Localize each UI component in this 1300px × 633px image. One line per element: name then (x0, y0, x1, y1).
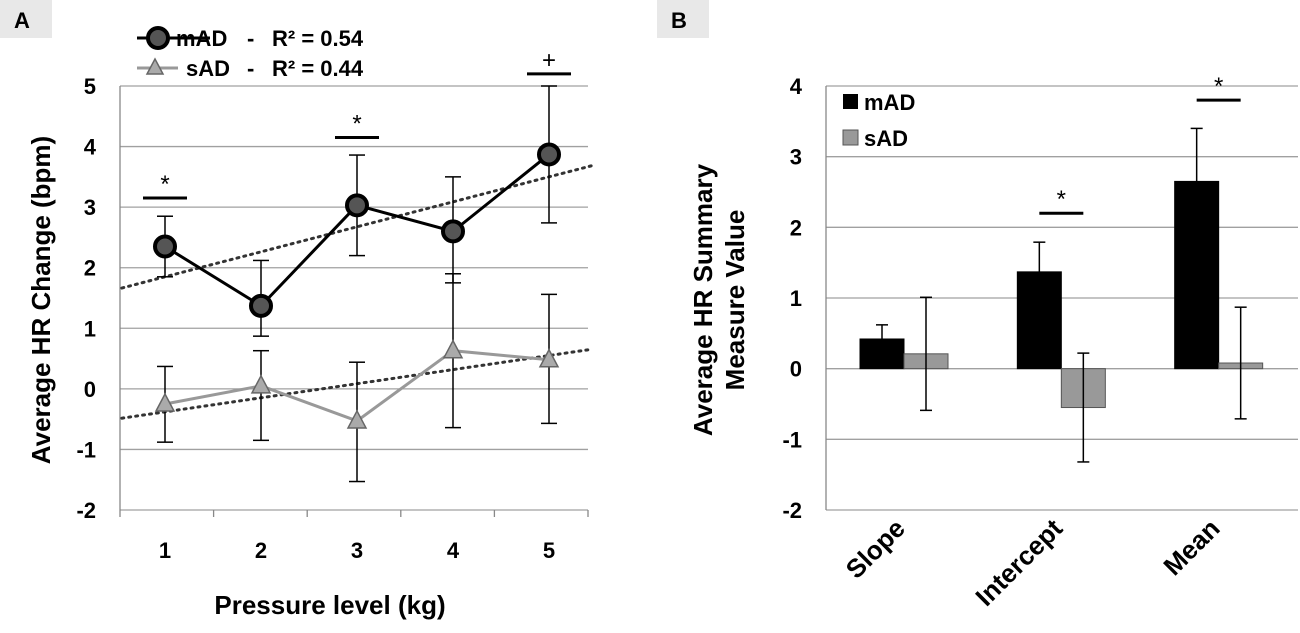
panel-a-y-tick-label: 5 (84, 74, 96, 99)
panel-a-series (153, 85, 561, 483)
panel-a-y-ticks: -2 -1 0 1 2 3 4 5 (76, 74, 96, 523)
panel-b-x-tick-label: Mean (1157, 513, 1225, 581)
significance-label: + (542, 47, 556, 74)
panel-b-y-tick-label: -1 (782, 427, 802, 452)
legend-mad-name: mAD (176, 26, 227, 51)
panel-a-x-tick-label: 3 (351, 538, 363, 563)
panel-b-y-tick-label: -2 (782, 498, 802, 523)
panel-b-y-tick-label: 1 (790, 286, 802, 311)
point-sAD (538, 348, 560, 368)
panel-b-y-ticks: -2 -1 0 1 2 3 4 (782, 74, 802, 523)
panel-a-y-tick-label: 3 (84, 195, 96, 220)
panel-b-label: B (671, 8, 687, 33)
legend-sad-marker (145, 57, 165, 75)
panel-a-y-tick-label: -1 (76, 437, 96, 462)
point-sAD (346, 409, 368, 429)
legend-mad-marker (146, 26, 170, 50)
point-mAD (537, 142, 561, 167)
panel-b-legend: mAD sAD (842, 90, 915, 151)
panel-b-y-axis-title-line2: Measure Value (720, 210, 750, 391)
panel-a-gridlines (119, 85, 589, 517)
panel-a-y-tick-label: 2 (84, 256, 96, 281)
panel-a-significance: * * + (143, 47, 571, 200)
panel-a-y-tick-label: 4 (84, 135, 97, 160)
panel-a-y-tick-label: 0 (84, 377, 96, 402)
legend-b-mad-name: mAD (864, 90, 915, 115)
point-mAD (153, 234, 177, 259)
panel-a-label: A (14, 8, 30, 33)
panel-a-y-tick-label: -2 (76, 498, 96, 523)
panel-a-label-box (0, 0, 52, 38)
legend-b-mad-swatch (843, 94, 858, 109)
panel-b-y-tick-label: 3 (790, 145, 802, 170)
legend-mad-dash: - (247, 26, 254, 51)
legend-sad-r2: R² = 0.44 (272, 56, 364, 81)
significance-label: * (1057, 186, 1066, 213)
panel-b-bars (859, 127, 1264, 463)
panel-b-y-tick-label: 2 (790, 215, 802, 240)
point-sAD (250, 374, 272, 394)
point-sAD (442, 339, 464, 359)
panel-b-x-tick-label: Slope (840, 513, 911, 584)
panel-a-x-tick-label: 5 (543, 538, 555, 563)
panel-a: A -2 -1 0 1 2 3 4 5 1 2 3 4 5 * * + Pressure level (k… (0, 0, 594, 620)
point-mAD (345, 193, 369, 218)
panel-b-y-axis-title: Average HR Summary Measure Value (688, 163, 750, 436)
trendline-mAD (120, 164, 594, 290)
point-mAD (249, 293, 273, 318)
panel-a-x-ticks: 1 2 3 4 5 (159, 538, 555, 563)
panel-a-x-tick-label: 4 (447, 538, 460, 563)
significance-label: * (352, 110, 361, 137)
panel-a-legend: mAD - R² = 0.54 sAD - R² = 0.44 (137, 26, 364, 81)
panel-b-y-tick-label: 4 (790, 74, 803, 99)
panel-a-x-tick-label: 1 (159, 538, 171, 563)
panel-a-y-tick-label: 1 (84, 316, 96, 341)
point-mAD (441, 219, 465, 244)
panel-b-significance: ** (1039, 73, 1241, 215)
significance-label: * (160, 171, 169, 198)
legend-b-sad-swatch (842, 129, 859, 146)
point-sAD (154, 392, 176, 412)
panel-a-x-tick-label: 2 (255, 538, 267, 563)
panel-a-x-axis-title: Pressure level (kg) (214, 590, 445, 620)
panel-b-y-tick-label: 0 (790, 357, 802, 382)
legend-sad-dash: - (247, 56, 254, 81)
legend-mad-r2: R² = 0.54 (272, 26, 364, 51)
panel-b-x-ticks: Slope Intercept Mean (840, 513, 1226, 612)
legend-sad-name: sAD (186, 56, 230, 81)
significance-label: * (1214, 73, 1223, 100)
panel-a-y-axis-title: Average HR Change (bpm) (26, 136, 56, 464)
panel-b-y-axis-title-line1: Average HR Summary (688, 163, 718, 436)
panel-b-x-tick-label: Intercept (969, 513, 1068, 612)
panel-b-label-box (657, 0, 709, 38)
legend-b-sad-name: sAD (864, 126, 908, 151)
